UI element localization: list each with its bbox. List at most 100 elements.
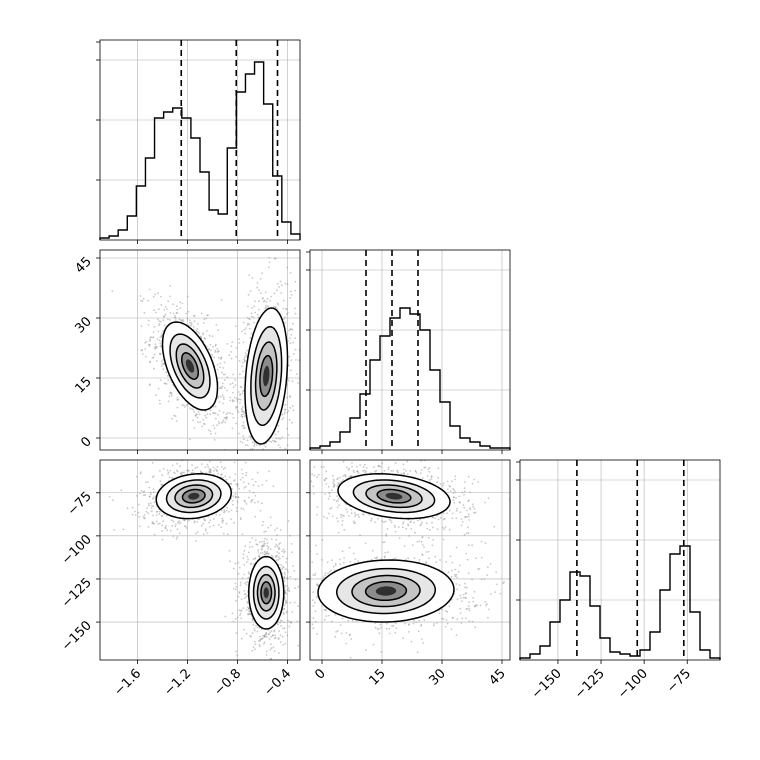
sample-point xyxy=(155,510,158,513)
sample-point xyxy=(390,470,393,472)
sample-point xyxy=(181,404,184,406)
sample-point xyxy=(237,562,240,564)
sample-point xyxy=(286,266,289,269)
sample-point xyxy=(473,590,476,593)
sample-point xyxy=(283,577,285,579)
sample-point xyxy=(236,400,239,403)
sample-point xyxy=(164,526,167,529)
sample-point xyxy=(237,572,240,575)
sample-point xyxy=(208,472,211,474)
sample-point xyxy=(365,470,367,473)
sample-point xyxy=(169,285,172,287)
sample-point xyxy=(385,533,388,536)
sample-point xyxy=(230,509,233,512)
sample-point xyxy=(290,328,293,331)
sample-point xyxy=(235,422,237,425)
sample-point xyxy=(284,599,287,602)
sample-point xyxy=(179,301,182,304)
sample-point xyxy=(137,511,140,514)
sample-point xyxy=(286,589,289,591)
sample-point xyxy=(177,521,179,524)
sample-point xyxy=(463,493,465,496)
sample-point xyxy=(281,418,284,421)
sample-point xyxy=(265,479,268,482)
sample-point xyxy=(248,466,250,468)
sample-point xyxy=(345,508,348,510)
sample-point xyxy=(253,321,256,324)
sample-point xyxy=(234,562,237,565)
sample-point xyxy=(254,494,257,497)
sample-point xyxy=(239,581,242,584)
sample-point xyxy=(201,455,203,457)
sample-point xyxy=(294,578,297,581)
sample-point xyxy=(204,519,206,521)
sample-point xyxy=(153,533,156,536)
sample-point xyxy=(252,316,255,319)
sample-point xyxy=(466,509,468,512)
sample-point xyxy=(484,600,487,603)
sample-point xyxy=(253,627,256,630)
sample-point xyxy=(298,359,300,362)
sample-point xyxy=(394,530,397,533)
sample-point xyxy=(441,617,444,620)
sample-point xyxy=(193,320,196,323)
sample-point xyxy=(290,622,293,624)
sample-point xyxy=(279,542,281,544)
sample-point xyxy=(198,413,201,416)
sample-point xyxy=(286,610,289,613)
sample-point xyxy=(465,532,468,535)
sample-point xyxy=(274,555,277,557)
sample-point xyxy=(149,336,152,339)
sample-point xyxy=(145,481,147,484)
sample-point xyxy=(405,470,407,472)
sample-point xyxy=(266,466,268,468)
sample-point xyxy=(258,289,260,291)
sample-point xyxy=(326,517,328,520)
histogram-frame xyxy=(309,249,511,451)
sample-point xyxy=(294,307,296,310)
sample-point xyxy=(312,492,315,495)
sample-point xyxy=(164,527,167,530)
sample-point xyxy=(279,634,282,637)
sample-point xyxy=(379,466,382,468)
sample-point xyxy=(151,504,153,507)
sample-point xyxy=(286,577,289,580)
sample-point xyxy=(316,476,318,478)
sample-point xyxy=(344,475,347,478)
sample-point xyxy=(246,469,248,471)
sample-point xyxy=(302,583,304,585)
sample-point xyxy=(391,625,393,627)
sample-point xyxy=(206,532,209,534)
sample-point xyxy=(144,517,147,519)
sample-point xyxy=(248,435,251,438)
sample-point xyxy=(477,481,479,483)
sample-point xyxy=(158,324,160,327)
sample-point xyxy=(290,333,293,336)
contour-line xyxy=(250,325,283,427)
sample-point xyxy=(216,470,218,473)
sample-point xyxy=(240,386,243,389)
sample-point xyxy=(203,423,206,425)
sample-point xyxy=(162,315,165,318)
contour-line xyxy=(252,565,280,620)
sample-point xyxy=(282,548,285,551)
sample-point xyxy=(438,612,441,615)
sample-point xyxy=(268,470,270,473)
sample-point xyxy=(402,463,405,466)
sample-point xyxy=(294,348,297,351)
sample-point xyxy=(140,489,143,492)
sample-point xyxy=(151,522,154,524)
sample-point xyxy=(521,503,523,505)
sample-point xyxy=(162,468,165,470)
sample-point xyxy=(268,638,271,640)
sample-point xyxy=(153,353,156,356)
sample-point xyxy=(277,558,280,561)
sample-point xyxy=(224,416,227,419)
sample-point xyxy=(194,467,197,470)
sample-point xyxy=(280,292,282,294)
sample-point xyxy=(192,471,195,474)
sample-point xyxy=(147,512,150,515)
sample-point xyxy=(261,297,264,300)
sample-point xyxy=(250,315,253,318)
